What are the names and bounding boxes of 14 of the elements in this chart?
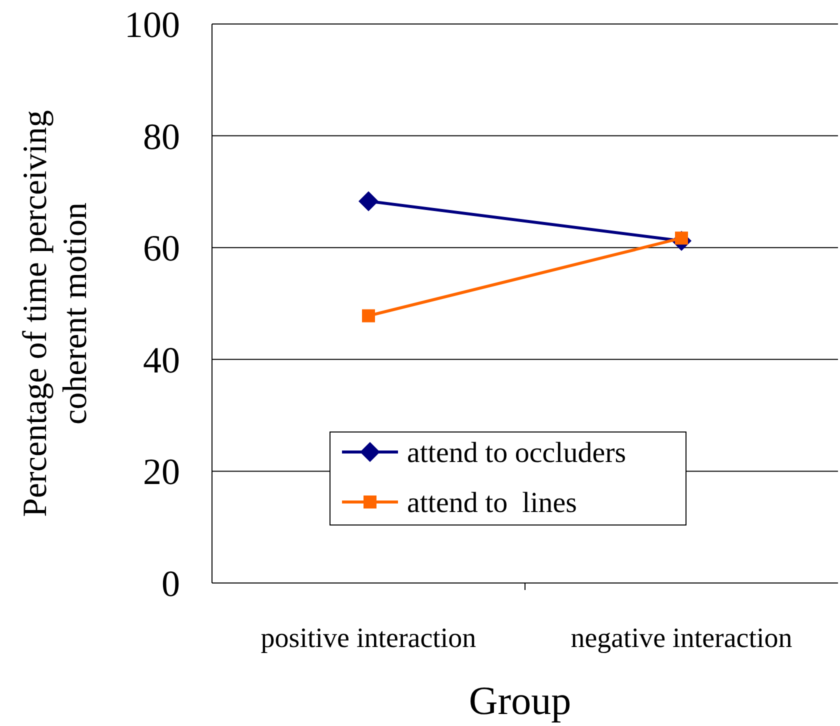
x-tick-label: positive interaction xyxy=(260,623,476,654)
y-axis-title: Percentage of time perceiving coherent motion xyxy=(17,110,94,517)
y-tick-label: 60 xyxy=(143,228,180,270)
point xyxy=(362,309,375,322)
y-tick-label: 100 xyxy=(124,4,180,46)
y-tick-label: 0 xyxy=(162,564,180,605)
point xyxy=(358,191,378,212)
y-tick-label: 80 xyxy=(143,116,180,158)
legend-label: attend to occluders xyxy=(407,437,626,470)
x-tick-label: negative interaction xyxy=(570,623,792,654)
y-tick-label: 40 xyxy=(143,340,180,382)
y-tick-label: 20 xyxy=(143,452,180,494)
legend-label: attend to lines xyxy=(407,487,577,520)
x-axis-title: Group xyxy=(468,678,572,723)
